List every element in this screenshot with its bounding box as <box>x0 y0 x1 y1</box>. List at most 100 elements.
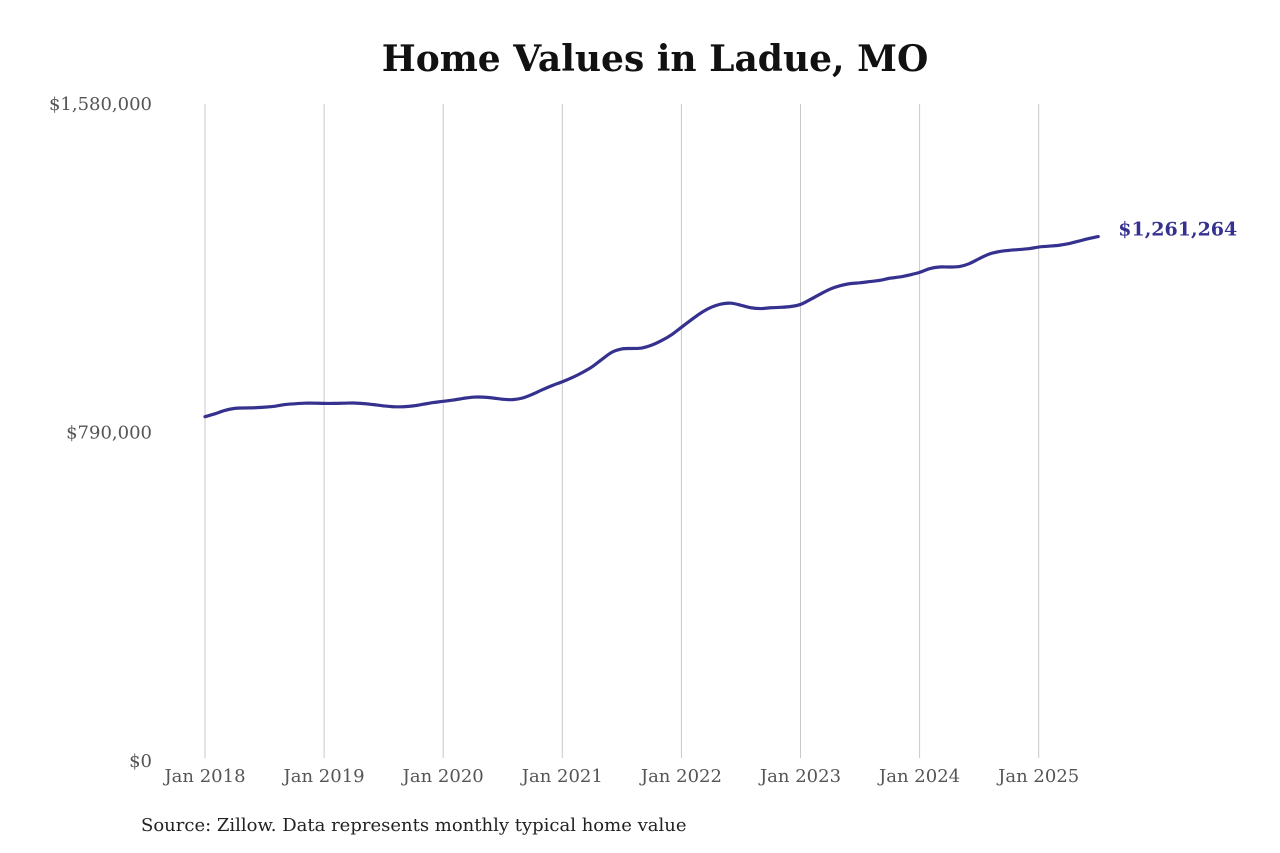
data-point <box>621 348 623 350</box>
data-point <box>631 347 633 349</box>
data-point <box>680 326 682 328</box>
data-point <box>938 266 940 268</box>
data-point <box>611 351 613 353</box>
data-point <box>452 399 454 401</box>
annotations: $1,261,264 <box>1118 219 1237 241</box>
data-point <box>273 405 275 407</box>
data-point <box>809 298 811 300</box>
data-point <box>670 334 672 336</box>
data-point <box>829 288 831 290</box>
data-point <box>343 402 345 404</box>
data-point <box>204 416 206 418</box>
data-point <box>869 280 871 282</box>
data-point <box>1067 243 1069 245</box>
data-point <box>730 302 732 304</box>
data-point <box>432 401 434 403</box>
data-point <box>690 319 692 321</box>
data-point <box>1097 235 1099 237</box>
data-point <box>353 402 355 404</box>
data-point <box>482 396 484 398</box>
x-tick-label: Jan 2023 <box>758 766 841 787</box>
data-point <box>700 312 702 314</box>
series-line <box>203 234 1100 419</box>
data-point <box>998 250 1000 252</box>
data-point <box>323 402 325 404</box>
x-tick-label: Jan 2022 <box>639 766 722 787</box>
data-point <box>333 402 335 404</box>
x-tick-label: Jan 2019 <box>282 766 365 787</box>
x-tick-label: Jan 2024 <box>877 766 960 787</box>
data-point <box>531 393 533 395</box>
y-tick-label: $1,580,000 <box>49 94 152 115</box>
data-point <box>442 400 444 402</box>
data-point <box>571 376 573 378</box>
data-point <box>1047 245 1049 247</box>
data-point <box>511 398 513 400</box>
source-note: Source: Zillow. Data represents monthly … <box>141 815 687 836</box>
data-point <box>650 344 652 346</box>
data-point <box>928 267 930 269</box>
data-point <box>412 405 414 407</box>
data-point <box>1038 246 1040 248</box>
data-point <box>710 306 712 308</box>
data-point <box>968 262 970 264</box>
data-point <box>948 266 950 268</box>
gridlines <box>204 104 1040 758</box>
data-point <box>660 339 662 341</box>
y-tick-label: $0 <box>129 751 152 772</box>
data-point <box>819 293 821 295</box>
x-tick-label: Jan 2020 <box>401 766 484 787</box>
data-point <box>879 279 881 281</box>
end-value-label: $1,261,264 <box>1118 219 1237 241</box>
data-point <box>760 307 762 309</box>
data-point <box>1008 249 1010 251</box>
data-point <box>382 405 384 407</box>
data-point <box>839 285 841 287</box>
data-point <box>402 406 404 408</box>
data-point <box>899 276 901 278</box>
data-point <box>889 277 891 279</box>
series-layer <box>203 234 1100 419</box>
x-tick-label: Jan 2025 <box>996 766 1079 787</box>
data-point <box>770 307 772 309</box>
data-point <box>750 307 752 309</box>
data-point <box>859 282 861 284</box>
data-point <box>521 397 523 399</box>
data-point <box>908 274 910 276</box>
data-point <box>492 397 494 399</box>
data-point <box>779 306 781 308</box>
data-point <box>958 265 960 267</box>
y-tick-label: $790,000 <box>66 423 152 444</box>
data-point <box>1077 240 1079 242</box>
x-axis: Jan 2018 Jan 2019 Jan 2020 Jan 2021 Jan 2022… <box>162 766 1079 787</box>
data-point <box>978 257 980 259</box>
data-point <box>740 304 742 306</box>
data-point <box>641 347 643 349</box>
data-point <box>214 413 216 415</box>
data-point <box>293 403 295 405</box>
data-point <box>502 398 504 400</box>
data-point <box>1087 238 1089 240</box>
data-point <box>789 305 791 307</box>
data-point <box>373 403 375 405</box>
data-point <box>1028 248 1030 250</box>
data-point <box>313 402 315 404</box>
data-point <box>392 406 394 408</box>
data-point <box>244 407 246 409</box>
data-point <box>551 384 553 386</box>
y-axis: $0 $790,000 $1,580,000 <box>49 94 152 772</box>
data-point <box>363 402 365 404</box>
data-point <box>988 253 990 255</box>
data-point <box>234 407 236 409</box>
data-point <box>601 358 603 360</box>
data-point <box>561 381 563 383</box>
data-point <box>720 303 722 305</box>
data-point <box>472 396 474 398</box>
data-point <box>303 402 305 404</box>
data-point <box>224 409 226 411</box>
data-point <box>591 366 593 368</box>
data-point <box>1018 248 1020 250</box>
data-point <box>541 388 543 390</box>
x-tick-label: Jan 2018 <box>162 766 245 787</box>
